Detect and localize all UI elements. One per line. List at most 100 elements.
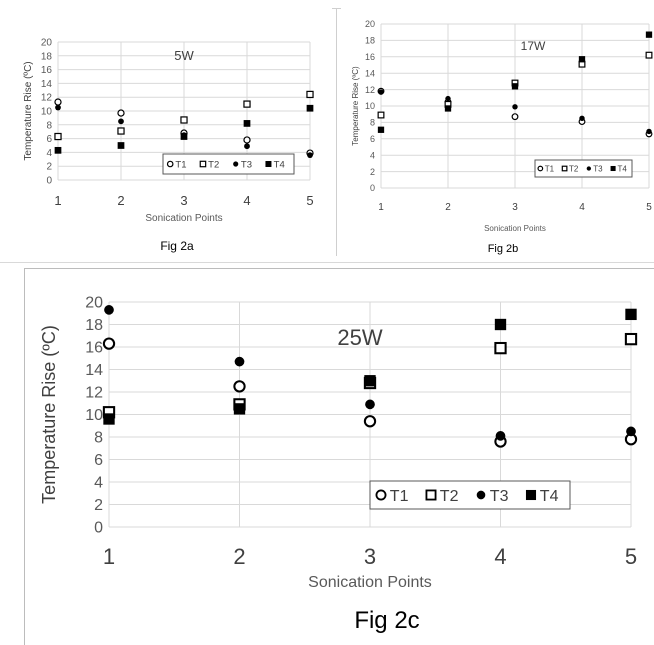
legend-label-t4: T4 — [540, 488, 559, 505]
y-tick-label: 16 — [365, 52, 375, 62]
series-t4 — [103, 308, 637, 425]
x-tick-label: 5 — [646, 202, 652, 213]
legend-marker-t3 — [233, 161, 239, 167]
legend-marker-t1 — [537, 165, 544, 172]
legend-marker-t1 — [375, 489, 387, 501]
data-point-t2 — [117, 127, 125, 135]
data-point-t4 — [233, 403, 246, 415]
x-tick-label: 2 — [117, 193, 124, 208]
data-point-t1 — [102, 337, 116, 350]
x-tick-label: 1 — [103, 544, 115, 569]
legend-marker-t3 — [476, 490, 486, 500]
series-t3 — [378, 89, 652, 135]
y-tick-label: 12 — [85, 385, 103, 402]
x-axis-label: Sonication Points — [145, 213, 222, 224]
figure-caption: Fig 2b — [488, 243, 519, 255]
data-point-t3 — [579, 115, 585, 122]
data-point-t3 — [118, 118, 124, 125]
figure-caption: Fig 2c — [354, 607, 419, 634]
chart-title: 17W — [521, 39, 546, 53]
data-point-t2 — [494, 341, 507, 355]
x-tick-label: 4 — [494, 544, 506, 569]
y-tick-label: 10 — [365, 101, 375, 111]
legend: T1 T2 T3 T4 — [162, 153, 295, 175]
data-point-t1 — [54, 98, 62, 106]
legend-label-t1: T1 — [175, 159, 186, 170]
y-tick-label: 8 — [46, 120, 52, 131]
data-point-t2 — [180, 116, 188, 124]
y-tick-label: 8 — [370, 118, 375, 128]
y-axis-label: Temperature Rise (ºC) — [39, 325, 59, 504]
y-tick-label: 18 — [85, 317, 103, 334]
data-point-t2 — [624, 332, 638, 346]
y-tick-label: 6 — [46, 134, 52, 145]
legend-label-t3: T3 — [490, 488, 509, 505]
legend-label-t3: T3 — [241, 159, 252, 170]
y-tick-label: 0 — [370, 183, 375, 193]
y-tick-label: 2 — [370, 167, 375, 177]
data-point-t2 — [243, 100, 251, 108]
legend-label-t4: T4 — [617, 164, 627, 173]
y-tick-label: 20 — [365, 19, 375, 29]
series-t3 — [104, 305, 636, 441]
chart-panel-17w: 0 2 4 6 8 10 12 14 16 18 20 1 2 3 4 5 17W Sonication Poin… — [341, 8, 654, 256]
data-point-t4 — [243, 120, 251, 127]
y-tick-label: 6 — [370, 134, 375, 144]
y-tick-label: 16 — [41, 65, 53, 76]
y-tick-label: 8 — [94, 430, 103, 447]
legend: T1 T2 T3 T4 — [534, 159, 633, 178]
data-point-t3 — [445, 95, 451, 102]
series-t4 — [54, 104, 314, 154]
data-point-t4 — [578, 56, 586, 63]
data-point-t3 — [512, 104, 518, 110]
legend: T1 T2 T3 T4 — [369, 480, 571, 510]
data-point-t4 — [377, 126, 385, 133]
x-tick-label: 5 — [625, 544, 637, 569]
data-point-t2 — [645, 51, 653, 59]
chart-panel-5w: 0 2 4 6 8 10 12 14 16 18 20 1 2 3 4 5 5W Sonication Point… — [0, 8, 332, 256]
legend-box — [369, 480, 571, 510]
data-point-t3 — [626, 426, 636, 437]
data-point-t3 — [55, 104, 61, 111]
data-point-t4 — [645, 31, 653, 38]
data-point-t1 — [117, 109, 125, 117]
data-point-t3 — [495, 431, 506, 441]
legend-marker-t3 — [586, 166, 591, 171]
figure-caption: Fig 2a — [160, 239, 194, 253]
y-tick-label: 14 — [41, 79, 53, 90]
data-point-t2 — [306, 90, 314, 99]
data-point-t4 — [444, 105, 452, 112]
data-point-t3 — [234, 356, 245, 367]
x-axis-label: Sonication Points — [484, 224, 546, 233]
y-tick-label: 16 — [85, 340, 103, 357]
legend-label-t1: T1 — [390, 488, 409, 505]
y-tick-label: 0 — [94, 520, 103, 537]
data-point-t3 — [378, 89, 384, 95]
data-point-t3 — [244, 143, 250, 150]
legend-label-t4: T4 — [274, 159, 285, 170]
data-point-t2 — [377, 111, 385, 119]
series-t2 — [377, 51, 653, 119]
legend-label-t1: T1 — [545, 164, 555, 173]
y-tick-label: 20 — [85, 295, 103, 312]
y-tick-label: 12 — [41, 93, 53, 104]
x-tick-label: 3 — [364, 544, 376, 569]
x-tick-label: 2 — [445, 202, 451, 213]
y-tick-label: 4 — [46, 148, 52, 159]
x-tick-label: 3 — [512, 202, 518, 213]
legend-label-t2: T2 — [569, 164, 579, 173]
data-point-t4 — [180, 133, 188, 140]
data-point-t3 — [365, 399, 375, 410]
data-point-t3 — [646, 128, 652, 135]
chart-panel-25w: 0 2 4 6 8 10 12 14 16 18 20 1 2 3 4 5 25W Sonication Poin… — [24, 268, 654, 645]
data-point-t4 — [54, 146, 62, 154]
data-point-t4 — [494, 318, 507, 331]
y-tick-label: 4 — [370, 150, 375, 160]
x-tick-label: 4 — [579, 202, 585, 213]
legend-label-t3: T3 — [593, 164, 603, 173]
legend-marker-t2 — [425, 489, 437, 501]
series-t2 — [54, 90, 314, 141]
legend-marker-t2 — [199, 160, 207, 168]
